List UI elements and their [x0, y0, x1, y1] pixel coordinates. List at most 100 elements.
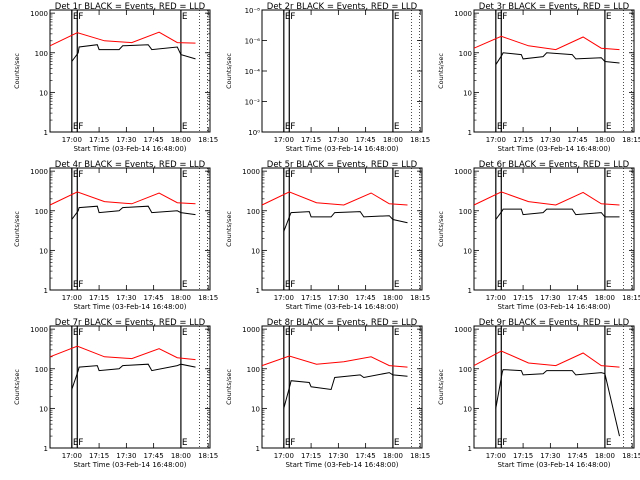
event-marker-label: E — [73, 12, 79, 22]
y-axis-label: Counts/sec — [437, 211, 445, 247]
event-marker-label: E — [606, 170, 612, 180]
event-marker-label-bottom: F — [78, 438, 83, 448]
detector-panel-5: Det 5r BLACK = Events, RED = LLD Counts/s… — [225, 160, 430, 311]
events-series-line — [495, 208, 620, 220]
event-marker-label: E — [73, 328, 79, 338]
panel-title: Det 5r BLACK = Events, RED = LLD — [267, 160, 418, 170]
event-marker-label-bottom: F — [502, 438, 507, 448]
y-tick-label: 10⁰ — [248, 129, 260, 137]
detector-panel-2: Det 2r BLACK = Events, RED = LLD Counts/s… — [225, 2, 430, 153]
lld-series-line — [49, 31, 196, 47]
y-axis-label: Counts/sec — [13, 369, 21, 405]
y-tick-label: 100 — [247, 366, 260, 374]
x-tick-label: 18:00 — [595, 452, 615, 460]
y-tick-label: 10 — [39, 247, 48, 255]
x-tick-label: 18:15 — [198, 452, 218, 460]
x-tick-label: 18:15 — [410, 136, 430, 144]
x-tick-label: 17:45 — [356, 452, 376, 460]
detector-panel-9: Det 9r BLACK = Events, RED = LLD Counts/s… — [437, 318, 640, 469]
x-tick-label: 17:00 — [274, 294, 294, 302]
plot-frame — [473, 167, 635, 291]
event-marker-label: E — [73, 170, 79, 180]
y-tick-label: 10⁻⁶ — [245, 38, 261, 46]
detector-panel-6: Det 6r BLACK = Events, RED = LLD Counts/s… — [437, 160, 640, 311]
x-tick-label: 17:45 — [356, 136, 376, 144]
y-tick-label: 1 — [468, 445, 472, 453]
events-series-line — [71, 363, 196, 390]
y-axis-label: Counts/sec — [437, 53, 445, 89]
x-tick-label: 18:00 — [171, 294, 191, 302]
x-tick-label: 17:15 — [89, 294, 109, 302]
detector-panel-8: Det 8r BLACK = Events, RED = LLD Counts/s… — [225, 318, 430, 469]
lld-series-line — [49, 345, 196, 361]
x-tick-label: 17:00 — [486, 294, 506, 302]
event-marker-label: E — [285, 12, 291, 22]
y-tick-label: 10 — [463, 89, 472, 97]
event-marker-label: F — [78, 170, 83, 180]
y-tick-label: 10 — [251, 405, 260, 413]
x-axis-label: Start Time (03-Feb-14 16:48:00) — [73, 145, 186, 153]
x-tick-label: 18:15 — [410, 294, 430, 302]
event-marker-label-bottom: E — [182, 280, 188, 290]
events-series-line — [283, 372, 408, 409]
event-marker-label-bottom: E — [182, 438, 188, 448]
x-tick-label: 17:45 — [144, 452, 164, 460]
event-marker-label: E — [285, 328, 291, 338]
event-marker-label-bottom: E — [394, 280, 400, 290]
event-marker-label-bottom: F — [78, 280, 83, 290]
x-tick-label: 17:00 — [486, 136, 506, 144]
x-tick-label: 17:30 — [540, 294, 560, 302]
lld-series-line — [473, 350, 620, 368]
x-tick-label: 18:15 — [198, 294, 218, 302]
x-tick-label: 18:15 — [198, 136, 218, 144]
x-tick-label: 17:15 — [513, 136, 533, 144]
x-tick-label: 17:45 — [144, 294, 164, 302]
panel-title: Det 8r BLACK = Events, RED = LLD — [267, 318, 418, 328]
x-axis-label: Start Time (03-Feb-14 16:48:00) — [73, 303, 186, 311]
lld-series-line — [473, 191, 620, 206]
lld-series-line — [261, 355, 408, 368]
event-marker-label-bottom: E — [497, 438, 503, 448]
panel-title: Det 3r BLACK = Events, RED = LLD — [479, 2, 630, 12]
panel-title: Det 7r BLACK = Events, RED = LLD — [55, 318, 206, 328]
event-marker-label: E — [182, 170, 188, 180]
detector-panel-4: Det 4r BLACK = Events, RED = LLD Counts/s… — [13, 160, 218, 311]
y-tick-label: 1000 — [454, 168, 472, 176]
y-tick-label: 1000 — [242, 168, 260, 176]
y-tick-label: 10⁻⁴ — [245, 68, 261, 76]
event-marker-label: E — [394, 12, 400, 22]
x-axis-label: Start Time (03-Feb-14 16:48:00) — [497, 303, 610, 311]
x-axis-label: Start Time (03-Feb-14 16:48:00) — [285, 461, 398, 469]
panel-title: Det 6r BLACK = Events, RED = LLD — [479, 160, 630, 170]
x-tick-label: 17:30 — [116, 136, 136, 144]
y-tick-label: 1000 — [30, 10, 48, 18]
y-axis-label: Counts/sec — [13, 211, 21, 247]
y-axis-label: Counts/sec — [225, 53, 233, 89]
y-tick-label: 1000 — [30, 168, 48, 176]
plot-frame — [473, 9, 635, 133]
y-tick-label: 1 — [256, 287, 260, 295]
x-axis-label: Start Time (03-Feb-14 16:48:00) — [285, 145, 398, 153]
event-marker-label: F — [78, 328, 83, 338]
y-tick-label: 100 — [459, 208, 472, 216]
y-tick-label: 10 — [463, 247, 472, 255]
y-tick-label: 100 — [247, 208, 260, 216]
x-tick-label: 17:15 — [301, 452, 321, 460]
y-tick-label: 1 — [44, 445, 48, 453]
y-tick-label: 100 — [35, 366, 48, 374]
panel-title: Det 2r BLACK = Events, RED = LLD — [267, 2, 418, 12]
event-marker-label: E — [394, 328, 400, 338]
event-marker-label-bottom: E — [497, 280, 503, 290]
event-marker-label-bottom: E — [73, 438, 79, 448]
plot-frame — [49, 9, 211, 133]
y-tick-label: 10 — [39, 89, 48, 97]
y-axis-label: Counts/sec — [225, 369, 233, 405]
plot-frame — [49, 325, 211, 449]
x-tick-label: 18:00 — [171, 452, 191, 460]
x-axis-label: Start Time (03-Feb-14 16:48:00) — [285, 303, 398, 311]
plot-frame — [49, 167, 211, 291]
event-marker-label: E — [182, 328, 188, 338]
x-tick-label: 17:30 — [540, 452, 560, 460]
x-tick-label: 17:00 — [62, 136, 82, 144]
event-marker-label-bottom: E — [73, 122, 79, 132]
